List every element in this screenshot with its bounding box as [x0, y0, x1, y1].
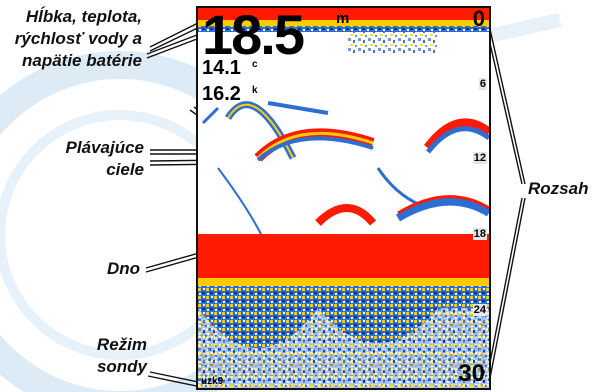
speed-unit: k — [252, 85, 258, 96]
speed-readout: 16.2 — [202, 83, 241, 105]
callout-sonar-mode: Režim sondy — [96, 335, 147, 376]
callout-floating-targets: Plávajúce ciele — [65, 138, 144, 179]
callout-readouts: Hĺbka, teplota, rýchlosť vody a napätie … — [14, 7, 142, 70]
sonar-image — [198, 8, 489, 388]
scale-tick: 12 — [472, 152, 487, 164]
temperature-unit: c — [252, 59, 258, 70]
depth-unit: m — [336, 10, 350, 27]
scale-tick: 6 — [478, 78, 487, 90]
range-top-label: 0 — [472, 6, 485, 31]
callout-range: Rozsah — [528, 179, 589, 198]
sonar-mode-label: uzk9 — [201, 376, 224, 387]
scale-tick: 18 — [472, 228, 487, 240]
temperature-readout: 14.1 — [202, 57, 241, 79]
callout-bottom: Dno — [106, 259, 140, 278]
depth-readout: 18.5 — [202, 6, 305, 66]
scale-tick: 24 — [472, 304, 487, 316]
sonar-screen: 18.5 m 14.1 c 16.2 k 0 6 12 18 24 30 uzk… — [196, 6, 491, 390]
range-bottom-label: 30 — [458, 360, 485, 387]
